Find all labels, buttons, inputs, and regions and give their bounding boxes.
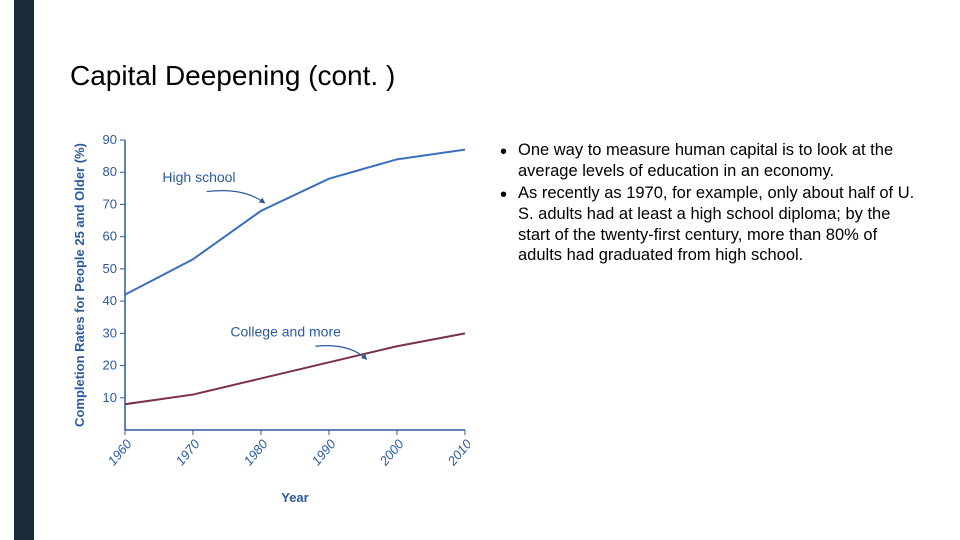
svg-text:1990: 1990 bbox=[309, 436, 340, 468]
bullet-text: One way to measure human capital is to l… bbox=[518, 140, 920, 181]
svg-text:Year: Year bbox=[281, 490, 308, 505]
svg-text:High school: High school bbox=[162, 169, 235, 185]
svg-text:30: 30 bbox=[103, 325, 117, 340]
svg-text:1980: 1980 bbox=[241, 436, 272, 468]
svg-text:1970: 1970 bbox=[173, 436, 204, 468]
svg-text:40: 40 bbox=[103, 293, 117, 308]
human-capital-chart: 10 20 30 40 50 60 70 80 90 1960 1970 1980 1990 2000 20… bbox=[70, 130, 470, 510]
accent-bar bbox=[14, 0, 34, 540]
svg-text:50: 50 bbox=[103, 261, 117, 276]
svg-text:1960: 1960 bbox=[105, 436, 136, 468]
bullet-icon: • bbox=[500, 183, 518, 205]
bullet-text: As recently as 1970, for example, only a… bbox=[518, 183, 920, 266]
svg-text:Completion Rates for People 25: Completion Rates for People 25 and Older… bbox=[72, 143, 87, 427]
svg-text:2010: 2010 bbox=[444, 436, 470, 469]
chart-container: 10 20 30 40 50 60 70 80 90 1960 1970 1980 1990 2000 20… bbox=[70, 130, 470, 510]
svg-text:80: 80 bbox=[103, 164, 117, 179]
list-item: • One way to measure human capital is to… bbox=[500, 140, 920, 181]
svg-text:70: 70 bbox=[103, 196, 117, 211]
svg-text:60: 60 bbox=[103, 229, 117, 244]
svg-text:90: 90 bbox=[103, 132, 117, 147]
svg-text:College and more: College and more bbox=[230, 324, 341, 340]
bullet-icon: • bbox=[500, 140, 518, 162]
svg-text:20: 20 bbox=[103, 358, 117, 373]
svg-text:2000: 2000 bbox=[376, 436, 407, 469]
page-title: Capital Deepening (cont. ) bbox=[70, 60, 395, 92]
list-item: • As recently as 1970, for example, only… bbox=[500, 183, 920, 266]
svg-text:10: 10 bbox=[103, 390, 117, 405]
bullet-list: • One way to measure human capital is to… bbox=[500, 140, 920, 268]
